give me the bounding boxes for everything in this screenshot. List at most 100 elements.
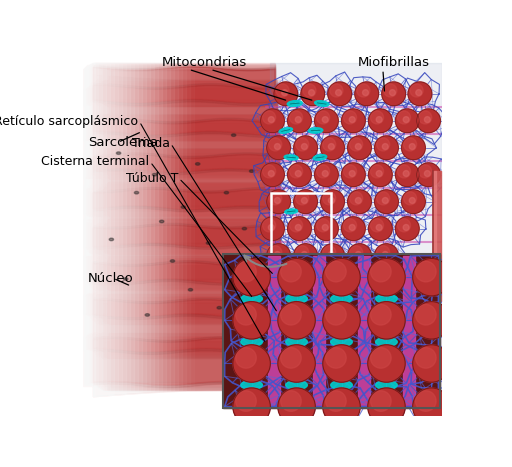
Circle shape xyxy=(353,271,377,295)
Polygon shape xyxy=(103,223,281,284)
Circle shape xyxy=(382,251,388,257)
Ellipse shape xyxy=(170,260,175,262)
Polygon shape xyxy=(109,88,277,140)
Circle shape xyxy=(307,300,319,313)
Circle shape xyxy=(377,246,390,259)
Circle shape xyxy=(403,170,409,177)
Circle shape xyxy=(269,246,282,259)
Polygon shape xyxy=(109,298,284,354)
Circle shape xyxy=(323,138,336,151)
Ellipse shape xyxy=(286,381,307,389)
Circle shape xyxy=(302,143,307,149)
Polygon shape xyxy=(93,120,279,172)
Circle shape xyxy=(267,244,290,268)
Ellipse shape xyxy=(249,170,254,172)
Polygon shape xyxy=(93,75,281,397)
Circle shape xyxy=(368,388,405,425)
Circle shape xyxy=(333,300,347,313)
Circle shape xyxy=(416,347,436,368)
Polygon shape xyxy=(104,148,279,206)
Bar xyxy=(313,255,325,407)
Circle shape xyxy=(371,304,391,325)
Circle shape xyxy=(342,109,365,133)
Ellipse shape xyxy=(285,209,297,214)
Polygon shape xyxy=(110,297,284,353)
Circle shape xyxy=(375,244,398,268)
Ellipse shape xyxy=(241,294,262,303)
Circle shape xyxy=(328,251,334,257)
Circle shape xyxy=(322,117,328,122)
Polygon shape xyxy=(93,189,281,247)
Polygon shape xyxy=(106,86,277,138)
Polygon shape xyxy=(106,149,279,207)
Circle shape xyxy=(272,271,296,295)
Polygon shape xyxy=(102,114,279,169)
Circle shape xyxy=(376,170,382,177)
Ellipse shape xyxy=(206,242,210,244)
Circle shape xyxy=(416,391,436,411)
Polygon shape xyxy=(105,116,279,171)
Circle shape xyxy=(368,259,405,296)
Circle shape xyxy=(282,90,288,96)
Bar xyxy=(82,63,134,409)
Polygon shape xyxy=(100,149,279,207)
Circle shape xyxy=(413,388,450,425)
Circle shape xyxy=(382,198,388,204)
Ellipse shape xyxy=(308,128,323,133)
Polygon shape xyxy=(105,302,284,357)
Polygon shape xyxy=(105,148,279,206)
Polygon shape xyxy=(100,113,279,169)
Circle shape xyxy=(401,136,425,160)
Polygon shape xyxy=(104,262,282,321)
Bar xyxy=(403,255,415,407)
Circle shape xyxy=(409,143,415,149)
Ellipse shape xyxy=(260,325,265,327)
Circle shape xyxy=(369,163,392,187)
Circle shape xyxy=(294,244,317,268)
Circle shape xyxy=(350,246,362,259)
Polygon shape xyxy=(112,69,275,106)
Polygon shape xyxy=(112,296,284,351)
Circle shape xyxy=(263,165,275,178)
Circle shape xyxy=(348,190,371,213)
Ellipse shape xyxy=(376,381,397,389)
Circle shape xyxy=(368,302,405,339)
Circle shape xyxy=(342,217,365,241)
Polygon shape xyxy=(93,155,279,209)
Circle shape xyxy=(397,165,411,178)
Circle shape xyxy=(285,305,291,311)
Circle shape xyxy=(290,111,303,124)
Ellipse shape xyxy=(242,227,247,230)
Circle shape xyxy=(350,138,362,151)
Polygon shape xyxy=(93,67,275,103)
Circle shape xyxy=(294,136,317,160)
Polygon shape xyxy=(108,149,279,208)
Bar xyxy=(82,63,182,409)
Bar xyxy=(82,63,186,409)
Polygon shape xyxy=(93,300,284,352)
Polygon shape xyxy=(110,70,275,106)
Polygon shape xyxy=(110,152,279,210)
Circle shape xyxy=(344,111,356,124)
Bar xyxy=(82,63,114,409)
Circle shape xyxy=(323,192,336,205)
Circle shape xyxy=(371,347,391,368)
Circle shape xyxy=(323,388,360,425)
Circle shape xyxy=(305,297,328,321)
Polygon shape xyxy=(106,260,282,318)
Text: Cisterna terminal: Cisterna terminal xyxy=(41,155,149,168)
Ellipse shape xyxy=(231,134,236,136)
Circle shape xyxy=(424,117,430,122)
Circle shape xyxy=(295,170,301,177)
Circle shape xyxy=(417,109,440,133)
Bar xyxy=(270,63,442,398)
Ellipse shape xyxy=(286,338,307,347)
Bar xyxy=(82,63,190,409)
Bar xyxy=(82,63,98,409)
Bar xyxy=(268,255,281,407)
Circle shape xyxy=(301,82,325,106)
Circle shape xyxy=(280,300,292,313)
Polygon shape xyxy=(112,89,277,141)
Circle shape xyxy=(368,345,405,382)
Circle shape xyxy=(233,345,270,382)
